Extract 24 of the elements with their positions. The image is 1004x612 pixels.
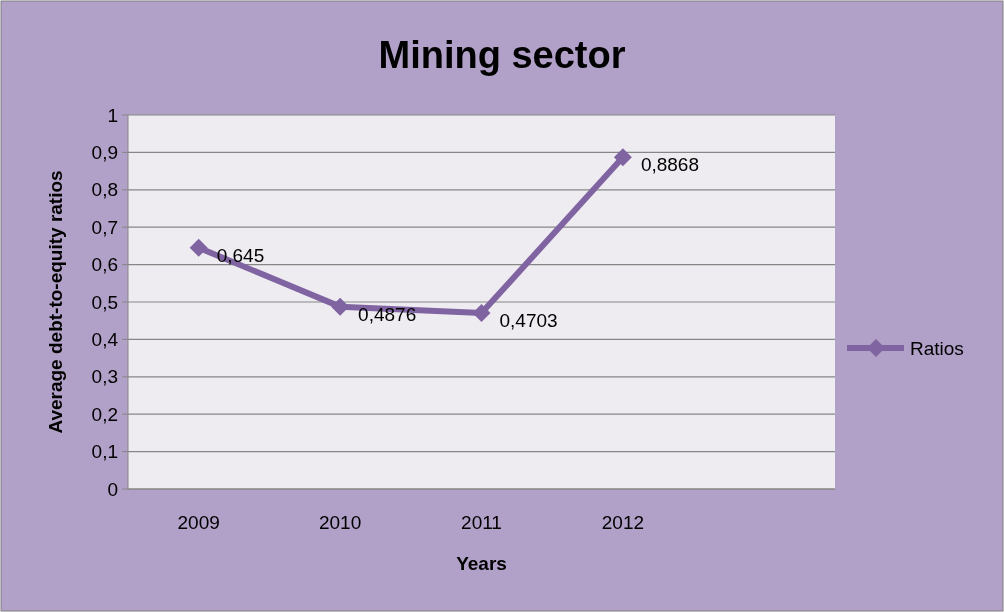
y-tick-label: 0,7 bbox=[91, 216, 118, 238]
x-tick-label: 2011 bbox=[461, 512, 502, 533]
y-tick-label: 0,4 bbox=[91, 329, 119, 351]
y-tick-label: 0,6 bbox=[91, 254, 118, 276]
y-tick-label: 0,2 bbox=[91, 403, 118, 425]
data-label: 0,645 bbox=[216, 244, 265, 266]
x-tick-label: 2010 bbox=[318, 512, 362, 533]
y-tick-label: 0,8 bbox=[91, 179, 118, 201]
chart-title: Mining sector bbox=[378, 34, 626, 76]
x-tick-label: 2012 bbox=[601, 512, 645, 533]
data-label: 0,8868 bbox=[640, 154, 700, 176]
y-tick-label: 0,9 bbox=[91, 142, 118, 164]
y-axis-title: Average debt-to-equity ratios bbox=[45, 170, 66, 434]
x-axis-title: Years bbox=[456, 553, 507, 574]
point bbox=[613, 148, 632, 167]
y-tick-label: 0,3 bbox=[91, 366, 118, 388]
y-tick-label: 1 bbox=[107, 104, 118, 126]
y-tick-label: 0,1 bbox=[91, 441, 118, 463]
point bbox=[189, 238, 208, 257]
legend-label: Ratios bbox=[910, 337, 964, 359]
data-label: 0,4703 bbox=[499, 310, 558, 332]
y-tick-label: 0 bbox=[107, 478, 118, 500]
x-tick-label: 2009 bbox=[177, 512, 220, 533]
y-tick-label: 0,5 bbox=[91, 291, 118, 313]
